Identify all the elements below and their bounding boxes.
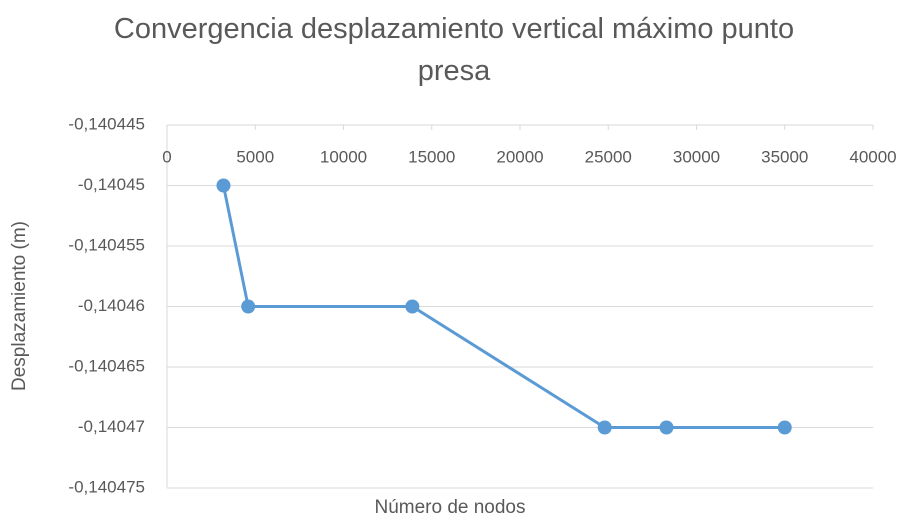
x-tick-label: 30000 [673, 147, 720, 166]
x-tick-label: 20000 [496, 147, 543, 166]
data-point [659, 420, 674, 435]
y-tick-label: -0,14047 [78, 417, 145, 436]
data-point [216, 178, 231, 193]
x-tick-label: 10000 [320, 147, 367, 166]
data-point [241, 299, 256, 314]
x-tick-label: 5000 [236, 147, 274, 166]
x-tick-label: 15000 [408, 147, 455, 166]
x-tick-label: 40000 [849, 147, 896, 166]
y-tick-label: -0,14046 [78, 296, 145, 315]
y-tick-label: -0,14045 [78, 175, 145, 194]
x-tick-label: 35000 [761, 147, 808, 166]
y-axis-label: Desplazamiento (m) [9, 221, 30, 391]
y-tick-label: -0,140465 [68, 356, 145, 375]
data-point [405, 299, 420, 314]
x-tick-label: 25000 [585, 147, 632, 166]
x-tick-label: 0 [162, 147, 171, 166]
y-tick-label: -0,140475 [68, 477, 145, 496]
y-tick-label: -0,140455 [68, 235, 145, 254]
chart-title: Convergencia desplazamiento vertical máx… [113, 13, 795, 87]
data-point [597, 420, 612, 435]
y-tick-label: -0,140445 [68, 114, 145, 133]
data-point [777, 420, 792, 435]
x-axis-label: Número de nodos [374, 497, 525, 518]
series-line [222, 185, 785, 429]
